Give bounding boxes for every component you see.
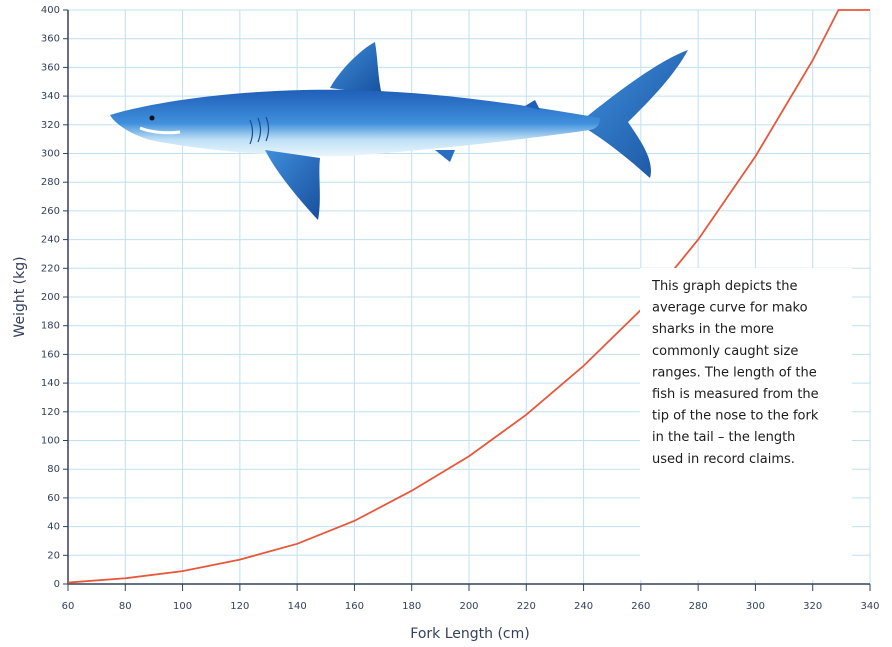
annotation-line: tip of the nose to the fork [652, 409, 819, 424]
annotation-line: This graph depicts the [651, 279, 797, 294]
y-tick-label: 180 [41, 321, 60, 332]
x-tick-label: 280 [689, 601, 708, 612]
y-tick-label: 80 [47, 464, 60, 475]
x-tick-label: 180 [402, 601, 421, 612]
annotation-line: in the tail – the length [652, 430, 795, 445]
y-tick-label: 120 [41, 407, 60, 418]
y-tick-label: 0 [54, 579, 60, 590]
annotation-line: sharks in the more [652, 322, 774, 337]
x-tick-label: 120 [230, 601, 249, 612]
y-tick-label: 360 [41, 62, 60, 73]
y-tick-label: 320 [41, 120, 60, 131]
y-tick-label: 360 [41, 34, 60, 45]
x-tick-label: 200 [459, 601, 478, 612]
y-tick-label: 200 [41, 292, 60, 303]
x-tick-label: 320 [803, 601, 822, 612]
y-tick-label: 100 [41, 436, 60, 447]
y-tick-label: 20 [47, 550, 60, 561]
annotation-line: average curve for mako [652, 301, 808, 316]
x-tick-label: 160 [345, 601, 364, 612]
y-tick-label: 140 [41, 378, 60, 389]
y-tick-label: 40 [47, 522, 60, 533]
x-tick-label: 240 [574, 601, 593, 612]
y-tick-label: 160 [41, 349, 60, 360]
y-tick-label: 260 [41, 206, 60, 217]
x-tick-label: 60 [62, 601, 75, 612]
annotation-line: fish is measured from the [652, 387, 819, 402]
x-tick-label: 140 [288, 601, 307, 612]
y-tick-label: 220 [41, 263, 60, 274]
y-tick-label: 240 [41, 235, 60, 246]
x-tick-label: 340 [860, 601, 879, 612]
x-tick-label: 100 [173, 601, 192, 612]
x-axis-title: Fork Length (cm) [410, 626, 529, 642]
shark-illustration [110, 42, 688, 220]
annotation-box [640, 268, 852, 580]
annotation-line: used in record claims. [652, 452, 795, 467]
x-tick-label: 260 [631, 601, 650, 612]
x-tick-label: 300 [746, 601, 765, 612]
x-tick-label: 220 [517, 601, 536, 612]
axes: 60 80 100 120 140 160 180 200 220 240 260 280 300 320… [41, 5, 880, 612]
y-tick-label: 60 [47, 493, 60, 504]
annotation-line: commonly caught size [652, 344, 798, 359]
y-axis-title: Weight (kg) [12, 256, 28, 337]
weight-curve [67, 9, 870, 584]
y-tick-label: 400 [41, 5, 60, 16]
x-tick-label: 80 [119, 601, 132, 612]
y-tick-label: 300 [41, 149, 60, 160]
annotation-line: ranges. The length of the [652, 365, 817, 380]
y-tick-label: 340 [41, 91, 60, 102]
y-tick-label: 280 [41, 177, 60, 188]
